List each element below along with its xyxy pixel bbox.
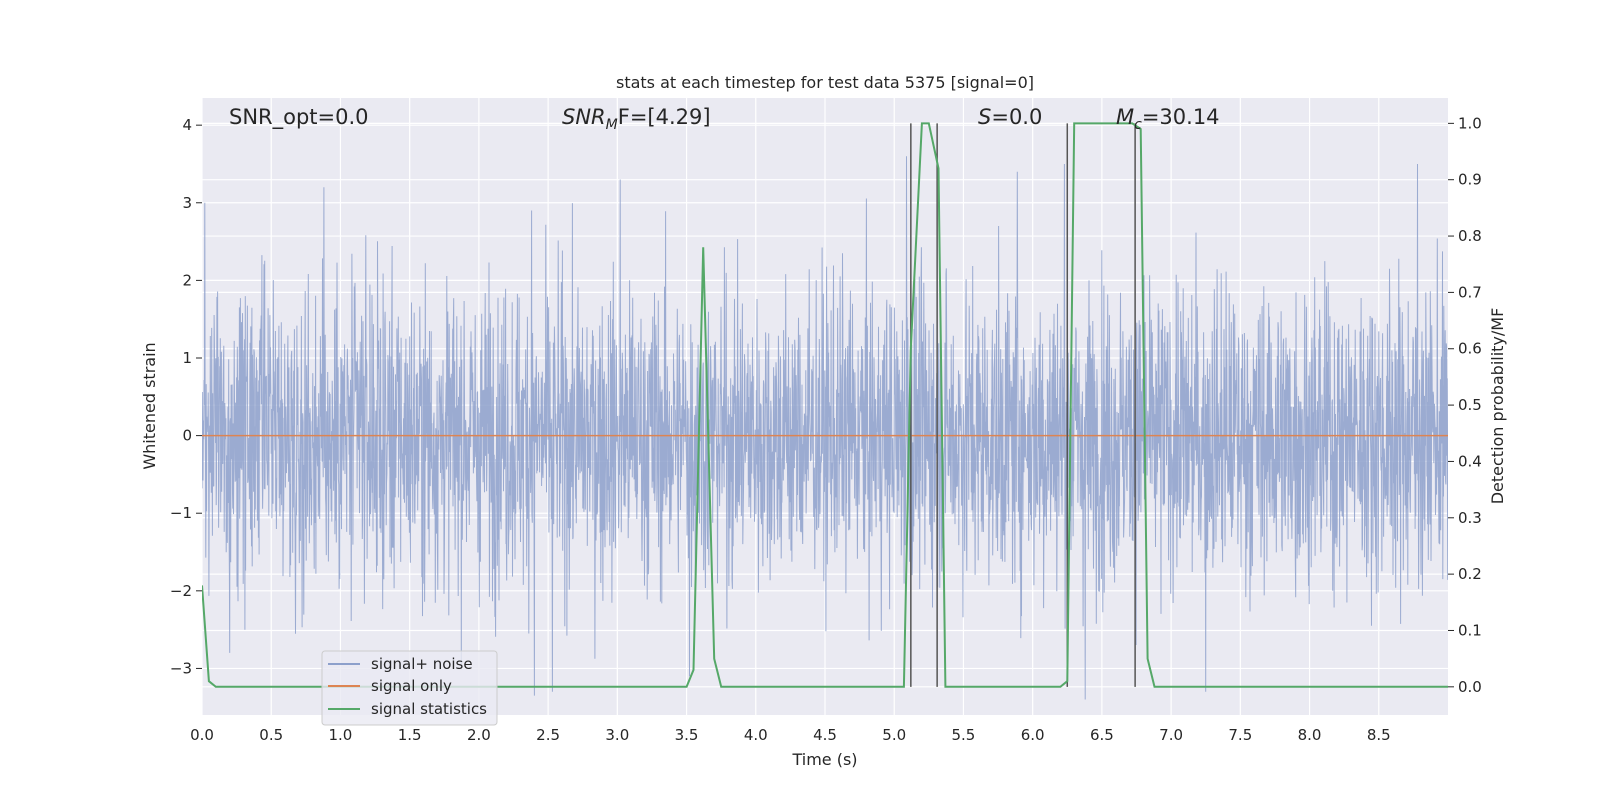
annotation-snr-mf-main: SNR xyxy=(562,105,606,129)
annotation-snr-mf: SNRMF=[4.29] xyxy=(562,105,711,133)
x-ticks: 0.0 0.5 1.0 1.5 2.0 2.5 3.0 3.5 4.0 4.5 5.0 5.5 6.0 6… xyxy=(190,726,1391,744)
y2-ticks: 0.0 0.1 0.2 0.3 0.4 0.5 0.6 0.7 0.8 0.9 1.0 xyxy=(1448,114,1482,696)
y2-tick-label-8: 0.8 xyxy=(1458,227,1482,245)
x-tick-label-16: 8.0 xyxy=(1298,726,1322,744)
y2-tick-label-5: 0.5 xyxy=(1458,396,1482,414)
x-tick-label-8: 4.0 xyxy=(744,726,768,744)
y2-tick-label-6: 0.6 xyxy=(1458,340,1482,358)
y-axis-label: Whitened strain xyxy=(140,342,159,469)
x-tick-label-0: 0.0 xyxy=(190,726,214,744)
annotation-snr-opt: SNR_opt=0.0 xyxy=(229,105,369,130)
y2-tick-label-10: 1.0 xyxy=(1458,114,1482,132)
x-tick-label-6: 3.0 xyxy=(605,726,629,744)
x-tick-label-4: 2.0 xyxy=(467,726,491,744)
x-tick-label-2: 1.0 xyxy=(329,726,353,744)
y-tick-label-7: 4 xyxy=(182,116,192,134)
y2-tick-label-1: 0.1 xyxy=(1458,621,1482,639)
chart-title: stats at each timestep for test data 537… xyxy=(616,73,1034,92)
legend: signal+ noise signal only signal statist… xyxy=(321,650,498,726)
signal-statistics-line xyxy=(202,122,1448,688)
y-tick-label-5: 2 xyxy=(182,271,192,289)
legend-label-signal-only: signal only xyxy=(371,677,452,695)
annotation-mc-main: M xyxy=(1116,105,1134,129)
annotation-s-rest: =0.0 xyxy=(991,105,1042,129)
annotation-mc-sub: c xyxy=(1134,117,1142,133)
annotation-snr-mf-rest: F=[4.29] xyxy=(618,105,711,129)
annotation-snr-mf-sub: M xyxy=(606,117,618,133)
x-tick-label-13: 6.5 xyxy=(1090,726,1114,744)
y2-axis-label: Detection probability/MF xyxy=(1488,308,1507,505)
x-tick-label-14: 7.0 xyxy=(1159,726,1183,744)
x-tick-label-1: 0.5 xyxy=(259,726,283,744)
x-tick-label-7: 3.5 xyxy=(675,726,699,744)
series-signal-noise xyxy=(202,156,1448,700)
y2-tick-label-9: 0.9 xyxy=(1458,171,1482,189)
y2-tick-label-2: 0.2 xyxy=(1458,565,1482,583)
legend-label-signal-noise: signal+ noise xyxy=(371,655,473,673)
signal-noise-line xyxy=(202,156,1448,700)
annotation-s: S=0.0 xyxy=(978,105,1042,129)
y-tick-label-0: −3 xyxy=(170,659,192,677)
x-tick-label-17: 8.5 xyxy=(1367,726,1391,744)
y-ticks: −3 −2 −1 0 1 2 3 4 xyxy=(170,116,202,677)
x-tick-label-10: 5.0 xyxy=(882,726,906,744)
annotation-mc: Mc=30.14 xyxy=(1116,105,1220,133)
y2-tick-label-3: 0.3 xyxy=(1458,509,1482,527)
y2-tick-label-0: 0.0 xyxy=(1458,678,1482,696)
x-axis-label: Time (s) xyxy=(791,750,857,769)
y-tick-label-4: 1 xyxy=(182,349,192,367)
legend-box xyxy=(321,650,498,726)
series-signal-statistics xyxy=(202,122,1448,688)
x-tick-label-12: 6.0 xyxy=(1021,726,1045,744)
y2-tick-label-4: 0.4 xyxy=(1458,452,1482,470)
legend-label-signal-statistics: signal statistics xyxy=(371,700,487,718)
annotation-mc-rest: =30.14 xyxy=(1142,105,1220,129)
annotation-s-italic: S xyxy=(978,105,991,129)
x-tick-label-15: 7.5 xyxy=(1228,726,1252,744)
y-tick-label-6: 3 xyxy=(182,194,192,212)
x-tick-label-3: 1.5 xyxy=(398,726,422,744)
y-tick-label-1: −2 xyxy=(170,582,192,600)
x-tick-label-9: 4.5 xyxy=(813,726,837,744)
x-tick-label-5: 2.5 xyxy=(536,726,560,744)
y-tick-label-3: 0 xyxy=(182,427,192,445)
vertical-markers xyxy=(910,123,1136,687)
y-tick-label-2: −1 xyxy=(170,504,192,522)
y2-tick-label-7: 0.7 xyxy=(1458,283,1482,301)
x-tick-label-11: 5.5 xyxy=(952,726,976,744)
